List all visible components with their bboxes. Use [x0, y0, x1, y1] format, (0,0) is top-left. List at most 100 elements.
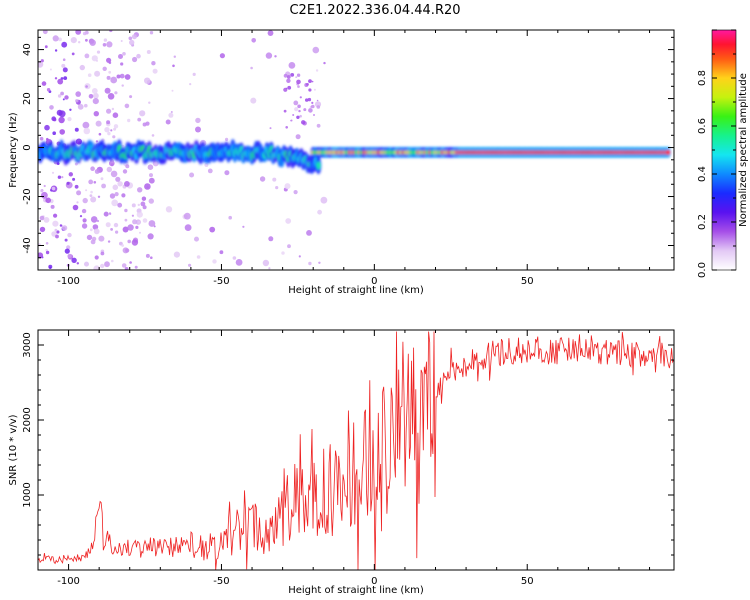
heatmap-y-tick-label: 40 [22, 43, 33, 56]
heatmap-noise-blob [316, 99, 319, 102]
heatmap-noise-blob [75, 30, 82, 35]
heatmap-noise-blob [149, 31, 154, 35]
heatmap-noise-blob [121, 193, 126, 198]
heatmap-ridge-peak [665, 150, 671, 155]
heatmap-noise-blob [104, 87, 111, 94]
heatmap-noise-blob [40, 59, 44, 63]
heatmap-noise-blob [39, 226, 46, 233]
heatmap-noise-blob [189, 172, 195, 178]
heatmap-noise-blob [52, 35, 59, 42]
heatmap-noise-blob [90, 216, 98, 223]
heatmap-noise-blob [232, 256, 237, 260]
heatmap-noise-blob [127, 224, 134, 231]
heatmap-noise-blob [84, 53, 90, 59]
heatmap-noise-blob [44, 45, 48, 49]
snr-y-axis-label: SNR (10 * v/v) [8, 414, 19, 485]
heatmap-noise-blob [251, 38, 256, 43]
heatmap-noise-blob [83, 219, 86, 223]
snr-y-tick-label: 3000 [22, 332, 33, 357]
heatmap-noise-blob [303, 108, 307, 112]
heatmap-noise-blob [115, 176, 121, 182]
heatmap-noise-blob [64, 95, 69, 100]
heatmap-noise-blob [98, 235, 105, 242]
heatmap-noise-blob [79, 215, 83, 218]
heatmap-noise-blob [145, 253, 150, 258]
snr-series-line [38, 331, 674, 570]
heatmap-noise-blob [275, 186, 279, 190]
heatmap-noise-blob [62, 67, 68, 73]
heatmap-noise-blob [94, 169, 100, 174]
heatmap-noise-blob [296, 79, 301, 85]
snr-x-tick-label: -100 [57, 576, 80, 587]
heatmap-noise-blob [105, 222, 111, 228]
heatmap-noise-blob [58, 116, 65, 124]
heatmap-noise-blob [54, 228, 58, 232]
heatmap-noise-blob [84, 103, 88, 108]
heatmap-noise-blob [56, 230, 60, 234]
heatmap-noise-blob [136, 53, 141, 59]
heatmap-noise-blob [94, 70, 101, 77]
heatmap-noise-blob [262, 259, 270, 267]
heatmap-noise-blob [106, 108, 112, 114]
heatmap-noise-blob [293, 100, 299, 106]
heatmap-noise-blob [141, 196, 147, 201]
heatmap-noise-blob [90, 190, 93, 194]
heatmap-noise-blob [168, 112, 174, 118]
heatmap-noise-blob [90, 166, 95, 171]
heatmap-noise-blob [106, 120, 111, 125]
heatmap-noise-blob [48, 264, 53, 269]
heatmap-noise-blob [52, 220, 59, 227]
heatmap-noise-layer [38, 30, 328, 270]
heatmap-noise-blob [51, 186, 56, 191]
heatmap-noise-blob [45, 197, 51, 204]
heatmap-noise-blob [100, 263, 105, 269]
heatmap-x-ticks: -100 -50 0 50 [37, 30, 651, 287]
heatmap-noise-blob [295, 76, 298, 78]
heatmap-noise-blob [110, 129, 113, 132]
heatmap-noise-blob [102, 66, 107, 72]
heatmap-noise-blob [66, 245, 71, 250]
heatmap-noise-blob [87, 73, 92, 77]
heatmap-noise-blob [51, 171, 55, 174]
heatmap-noise-blob [268, 236, 274, 242]
colorbar-tick-label: 0.2 [697, 214, 708, 230]
heatmap-noise-blob [293, 190, 298, 195]
heatmap-noise-blob [59, 224, 63, 227]
heatmap-noise-blob [89, 39, 96, 46]
heatmap-noise-blob [283, 73, 288, 78]
colorbar-tick-label: 0.6 [697, 118, 708, 134]
heatmap-noise-blob [113, 124, 119, 129]
heatmap-noise-blob [188, 263, 192, 267]
heatmap-noise-blob [117, 181, 123, 187]
heatmap-noise-blob [110, 170, 118, 178]
heatmap-noise-blob [82, 31, 87, 36]
heatmap-noise-blob [129, 95, 133, 99]
heatmap-noise-blob [139, 231, 141, 234]
heatmap-noise-blob [318, 261, 321, 264]
heatmap-noise-blob [68, 172, 74, 177]
heatmap-noise-blob [49, 105, 54, 110]
heatmap-x-tick-label: -50 [213, 276, 229, 287]
heatmap-noise-blob [111, 107, 115, 111]
heatmap-noise-blob [91, 55, 98, 62]
heatmap-noise-blob [287, 244, 291, 249]
heatmap-noise-blob [148, 220, 156, 227]
heatmap-noise-blob [79, 64, 86, 71]
colorbar-gradient [712, 30, 736, 270]
heatmap-noise-blob [125, 164, 130, 169]
heatmap-noise-blob [96, 50, 101, 54]
heatmap-noise-blob [131, 203, 136, 208]
heatmap-noise-blob [39, 136, 44, 141]
heatmap-noise-blob [196, 255, 201, 259]
heatmap-noise-blob [93, 92, 99, 99]
snr-x-tick-label: 50 [521, 576, 534, 587]
heatmap-noise-blob [281, 251, 285, 255]
heatmap-noise-blob [306, 230, 312, 236]
heatmap-noise-blob [195, 117, 201, 124]
heatmap-noise-blob [150, 256, 153, 260]
heatmap-noise-blob [286, 78, 291, 84]
heatmap-noise-blob [58, 37, 62, 42]
heatmap-noise-blob [311, 80, 314, 83]
heatmap-noise-blob [115, 230, 119, 234]
heatmap-noise-blob [72, 177, 76, 181]
